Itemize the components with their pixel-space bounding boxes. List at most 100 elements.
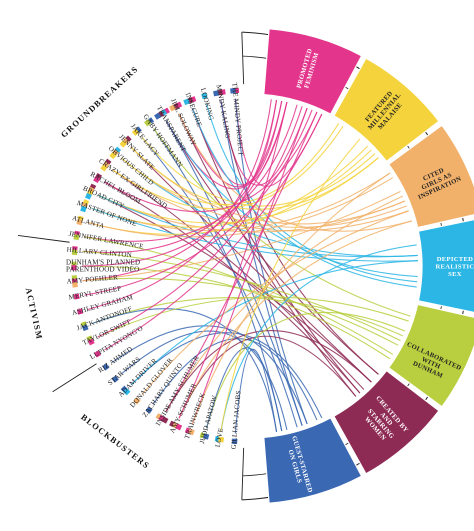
- category-label: DEPICTED REALISTIC SEX: [436, 256, 474, 278]
- chord-link: [192, 107, 308, 425]
- chord-link: [165, 120, 379, 375]
- item-marker: [161, 416, 169, 424]
- category-segments: PROMOTEDFEMINISMFEATUREDMILLENNIALMALAIS…: [263, 28, 474, 504]
- group-label-activism: ACTIVISM: [24, 287, 45, 341]
- chord-link: [220, 244, 417, 432]
- category-segment-collaborated-with-dunham: [387, 303, 474, 408]
- group-label-blockbusters: BLOCKBUSTERS: [79, 412, 152, 471]
- item-marker: [154, 112, 162, 120]
- item-marker: [71, 265, 77, 271]
- chord-link: [178, 113, 412, 232]
- chord-link: [165, 111, 318, 412]
- item-marker: [94, 350, 102, 358]
- chord-link: [220, 100, 379, 375]
- item-marker: [109, 151, 117, 160]
- item-label-atlanta: ATLANTA: [71, 214, 105, 230]
- category-segment-depicted-realistic-sex: [417, 219, 474, 313]
- chord-link: [130, 260, 418, 386]
- item-marker: [100, 164, 108, 172]
- chord-link: [178, 335, 357, 419]
- item-marker: [111, 375, 119, 383]
- chord-link: [82, 100, 283, 253]
- chord-link: [82, 250, 401, 342]
- item-label-looking: LOOKING: [199, 87, 215, 121]
- chord-links: [81, 98, 418, 434]
- chord-link: [112, 125, 344, 210]
- item-marker: [213, 90, 220, 97]
- item-marker: [202, 433, 210, 440]
- chord-link: [178, 100, 283, 188]
- category-segment-created-by-and-starring-women: [333, 369, 440, 475]
- item-label-amy-poehler: AMY POEHLER: [66, 273, 118, 285]
- item-marker: [169, 104, 177, 112]
- chord-link: [205, 311, 406, 429]
- category-segment-guest-starred-on-girls: [263, 417, 363, 504]
- chord-link: [205, 103, 418, 283]
- chord-link: [192, 172, 391, 425]
- item-marker: [71, 249, 78, 256]
- item-marker: [93, 175, 101, 184]
- item-marker: [123, 387, 131, 396]
- item-marker: [133, 397, 141, 405]
- category-segment-featured-millennial-malaise: [333, 57, 440, 163]
- chord-link: [153, 128, 411, 317]
- group-divider: [17, 235, 70, 243]
- chord-link: [178, 113, 357, 397]
- item-marker: [188, 428, 195, 436]
- chord-link: [112, 169, 365, 390]
- item-marker: [119, 140, 127, 148]
- item-marker: [87, 338, 95, 346]
- chord-link: [141, 136, 298, 428]
- item-marker: [102, 363, 110, 371]
- item-marker: [76, 218, 83, 226]
- chord-link: [153, 338, 318, 421]
- chord-link: [234, 348, 278, 434]
- item-marker: [73, 234, 80, 241]
- item-marker: [175, 423, 183, 431]
- item-marker: [218, 436, 225, 443]
- item-marker: [80, 205, 87, 213]
- chord-link: [97, 194, 418, 258]
- item-label-mindy-kaling: MINDY KALING: [214, 84, 231, 139]
- item-marker: [230, 87, 236, 94]
- chord-link: [104, 113, 323, 351]
- item-marker: [201, 92, 208, 100]
- ring-end-cap: [241, 447, 245, 500]
- chord-link: [91, 172, 391, 232]
- chord-link: [220, 138, 361, 432]
- chord-link: [87, 100, 278, 311]
- item-marker: [72, 281, 78, 288]
- group-label-groundbreakers: GROUNDBREAKERS: [59, 64, 140, 140]
- item-label-dunham-s-planned-parenthood-video: DUNHAM'S PLANNED PARENTHOOD VIDEO: [66, 258, 140, 273]
- chord-link: [178, 101, 288, 419]
- item-label-gillian-jacobs: GILLIAN JACOBS: [230, 390, 243, 449]
- item-marker: [76, 308, 84, 315]
- item-marker: [183, 98, 191, 106]
- chord-link: [97, 106, 303, 338]
- group-divider: [52, 363, 97, 393]
- item-marker: [231, 438, 238, 445]
- chord-link: [112, 325, 308, 425]
- chord-link: [130, 332, 323, 419]
- chord-link: [178, 220, 412, 419]
- chord-link: [82, 277, 399, 346]
- category-segment-promoted-feminism: [263, 28, 363, 115]
- chord-link: [165, 120, 303, 426]
- item-marker: [144, 119, 152, 127]
- item-marker: [145, 406, 153, 414]
- chord-link: [97, 296, 409, 338]
- chord-link: [112, 169, 409, 232]
- ring-end-cap: [241, 32, 245, 85]
- chord-link: [205, 347, 283, 432]
- item-label-love: LOVE: [214, 427, 225, 448]
- chord-link: [120, 330, 288, 431]
- item-marker: [84, 192, 92, 200]
- chord-link: [192, 107, 361, 394]
- chord-link: [97, 194, 372, 383]
- item-label-the-mindy-project: THE MINDY PROJECT: [230, 82, 244, 156]
- chord-link: [91, 308, 278, 432]
- chord-link: [84, 109, 313, 296]
- category-segment-cited-girls-as-inspiration: [387, 124, 474, 229]
- chord-link: [141, 210, 409, 396]
